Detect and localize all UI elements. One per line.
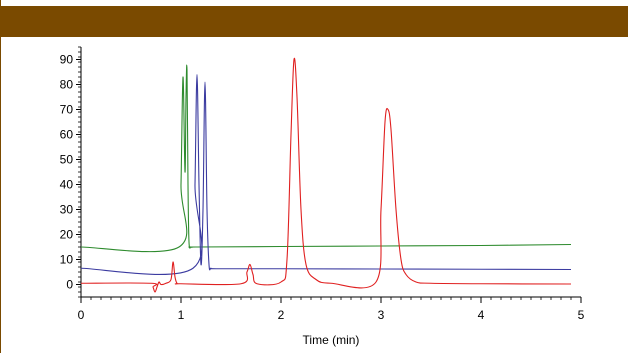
x-tick-label: 4 (478, 308, 485, 322)
series-line-2 (80, 73, 572, 275)
header-bar-fill (1, 6, 628, 37)
y-tick-label: 80 (60, 78, 74, 92)
x-tick-label: 2 (278, 308, 285, 322)
y-tick-label: 40 (60, 178, 74, 192)
series-line-3 (80, 57, 572, 293)
y-tick-label: 10 (60, 253, 74, 267)
y-tick-label: 50 (60, 153, 74, 167)
y-tick-label: 30 (60, 203, 74, 217)
y-tick-label: 0 (66, 278, 73, 292)
y-tick-label: 60 (60, 128, 74, 142)
y-tick-label: 20 (60, 228, 74, 242)
y-tick-label: 90 (60, 53, 74, 67)
x-tick-label: 3 (378, 308, 385, 322)
header-bar (1, 6, 628, 37)
x-tick-label: 0 (78, 308, 85, 322)
x-tick-label: 1 (178, 308, 185, 322)
x-tick-label: 5 (578, 308, 585, 322)
x-axis-title: Time (min) (303, 333, 360, 347)
series-line-1 (80, 64, 572, 253)
y-tick-label: 70 (60, 103, 74, 117)
